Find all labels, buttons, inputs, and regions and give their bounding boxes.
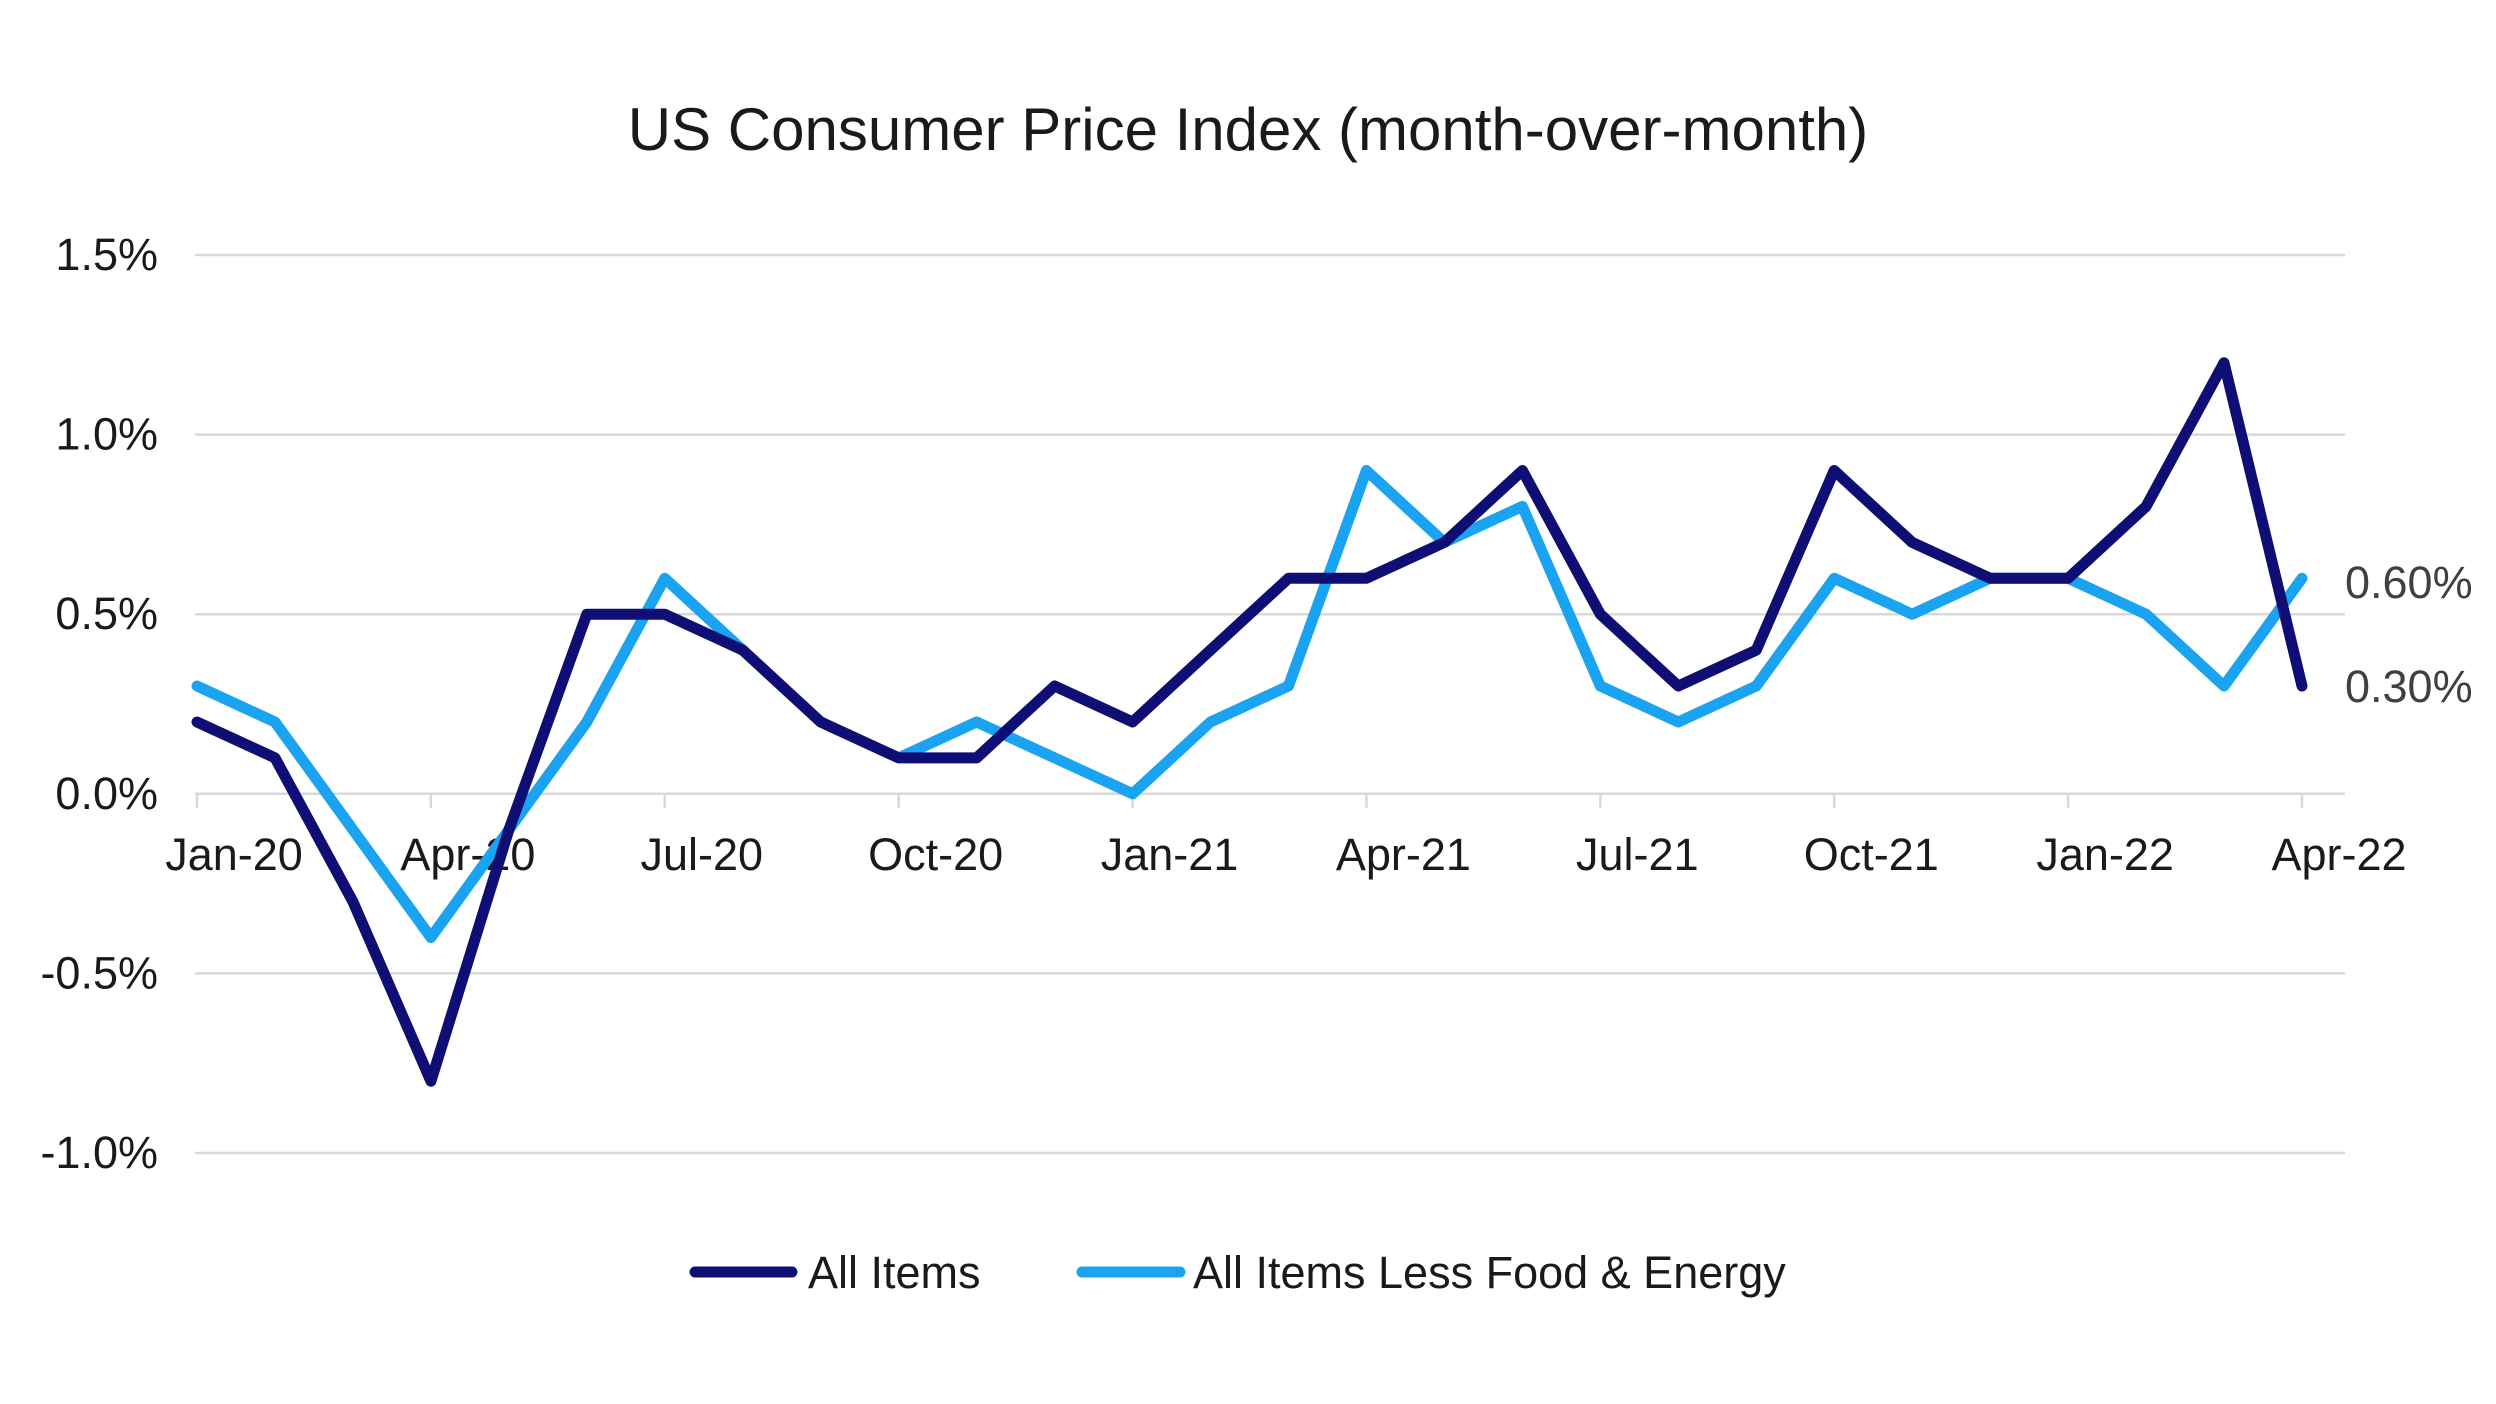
x-tick-label: Apr-20 [400, 829, 535, 880]
x-tick-label: Jul-20 [640, 829, 763, 880]
x-tick-label: Oct-20 [868, 829, 1003, 880]
x-tick-label: Jan-20 [165, 829, 303, 880]
end-labels: 0.30% 0.60% [2345, 557, 2473, 712]
x-axis-ticks: Jan-20 Apr-20 Jul-20 Oct-20 Jan-21 Apr-21 Jul-… [165, 793, 2407, 880]
legend-label: All Items [808, 1247, 981, 1298]
x-tick-label: Apr-21 [1336, 829, 1471, 880]
x-tick-label: Jul-21 [1576, 829, 1699, 880]
y-tick-label: 1.5% [55, 229, 158, 280]
y-axis-ticks: 1.5% 1.0% 0.5% 0.0% -0.5% -1.0% [40, 229, 158, 1178]
y-tick-label: 0.5% [55, 588, 158, 639]
x-tick-label: Jan-21 [1101, 829, 1239, 880]
gridlines [195, 253, 2345, 1155]
x-tick-label: Oct-21 [1804, 829, 1939, 880]
chart-title: US Consumer Price Index (month-over-mont… [628, 96, 1868, 163]
series-line-all-items [191, 357, 2308, 1087]
y-tick-label: 1.0% [55, 409, 158, 460]
x-tick-label: Jan-22 [2036, 829, 2174, 880]
y-tick-label: -1.0% [40, 1127, 158, 1178]
legend: All Items All Items Less Food & Energy [689, 1247, 1786, 1298]
end-value-label: 0.60% [2345, 557, 2473, 608]
series-line-core [191, 465, 2308, 943]
y-tick-label: 0.0% [55, 768, 158, 819]
x-tick-label: Apr-22 [2271, 829, 2406, 880]
end-value-label: 0.30% [2345, 661, 2473, 712]
series-lines [191, 357, 2308, 1087]
legend-label: All Items Less Food & Energy [1193, 1247, 1786, 1298]
y-tick-label: -0.5% [40, 947, 158, 998]
